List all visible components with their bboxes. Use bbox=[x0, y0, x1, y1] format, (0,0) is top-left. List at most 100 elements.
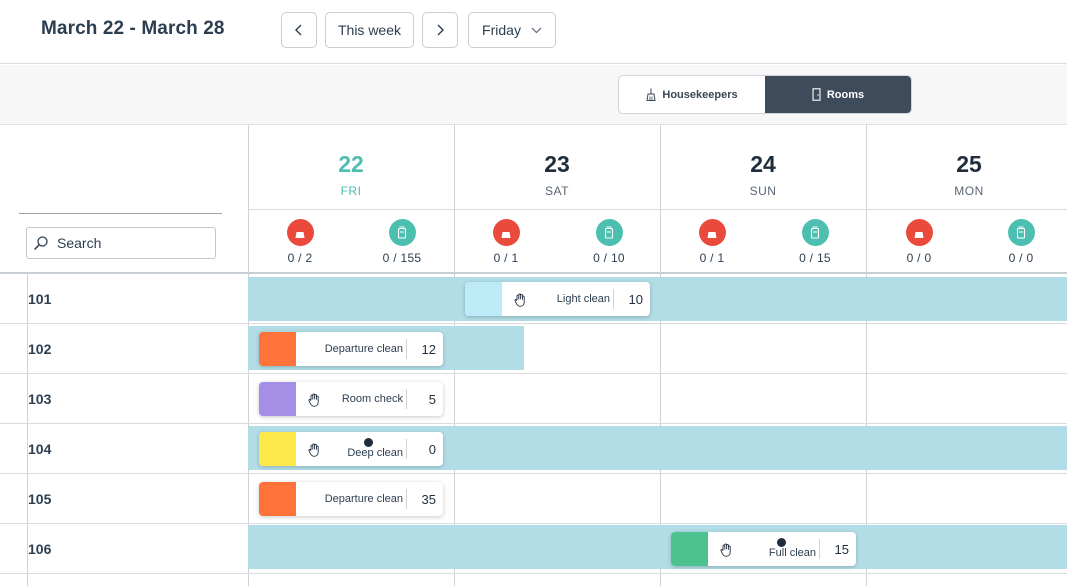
row-divider bbox=[0, 573, 1067, 574]
task-label: Departure clean bbox=[324, 493, 403, 505]
row-divider bbox=[0, 423, 1067, 424]
task-count: 10 bbox=[628, 292, 643, 307]
search-icon bbox=[33, 236, 48, 251]
row-header-divider bbox=[27, 273, 28, 586]
task-count: 35 bbox=[421, 492, 436, 507]
clean-rooms-count: 0 / 10 bbox=[593, 251, 625, 265]
rooms-toggle[interactable]: Rooms bbox=[765, 76, 911, 113]
task-label: Full clean bbox=[768, 547, 816, 559]
day-header-mon: 25 MON bbox=[866, 125, 1067, 209]
clean-rooms-count: 0 / 15 bbox=[799, 251, 831, 265]
previous-week-button[interactable] bbox=[281, 12, 317, 48]
task-label: Departure clean bbox=[324, 343, 403, 355]
row-divider bbox=[0, 473, 1067, 474]
chevron-left-icon bbox=[295, 24, 302, 36]
row-divider bbox=[0, 373, 1067, 374]
broom-icon bbox=[698, 219, 726, 246]
hand-icon bbox=[720, 543, 731, 557]
row-divider bbox=[0, 323, 1067, 324]
column-divider bbox=[660, 125, 661, 586]
door-icon bbox=[812, 88, 821, 101]
broom-icon bbox=[646, 88, 656, 101]
housekeepers-toggle-label: Housekeepers bbox=[662, 88, 738, 101]
clean-rooms-stat: 0 / 0 bbox=[976, 219, 1066, 265]
search-placeholder: Search bbox=[57, 235, 102, 251]
this-week-button[interactable]: This week bbox=[325, 12, 414, 48]
task-divider bbox=[406, 339, 407, 359]
day-name: FRI bbox=[340, 184, 362, 198]
housekeepers-toggle[interactable]: Housekeepers bbox=[619, 76, 765, 113]
task-color bbox=[671, 532, 708, 566]
clean-rooms-count: 0 / 0 bbox=[1008, 251, 1034, 265]
room-label-103: 103 bbox=[28, 391, 52, 407]
chevron-down-icon bbox=[531, 27, 542, 33]
task-count: 5 bbox=[428, 392, 436, 407]
dirty-rooms-count: 0 / 0 bbox=[906, 251, 932, 265]
task-color bbox=[465, 282, 502, 316]
hand-icon bbox=[308, 443, 319, 457]
header-bottom-divider bbox=[0, 272, 1067, 274]
bin-icon bbox=[595, 219, 623, 246]
day-number: 22 bbox=[338, 151, 364, 177]
day-header-divider bbox=[248, 209, 1067, 210]
status-dot bbox=[777, 538, 786, 547]
task-card[interactable]: Deep clean 0 bbox=[259, 432, 443, 466]
next-week-button[interactable] bbox=[422, 12, 458, 48]
day-select[interactable]: Friday bbox=[468, 12, 556, 48]
room-label-102: 102 bbox=[28, 341, 52, 357]
task-card[interactable]: Departure clean 35 bbox=[259, 482, 443, 516]
top-bar: March 22 - March 28 This week Friday bbox=[0, 0, 1067, 64]
rooms-toggle-label: Rooms bbox=[826, 88, 865, 101]
schedule-grid: Search 22 FRI 23 SAT 24 SUN 25 MON 0 / 2… bbox=[0, 125, 1067, 586]
hand-icon bbox=[308, 393, 319, 407]
occupancy-bar[interactable] bbox=[248, 277, 1067, 321]
task-color bbox=[259, 482, 296, 516]
clean-rooms-count: 0 / 155 bbox=[382, 251, 422, 265]
task-card[interactable]: Room check 5 bbox=[259, 382, 443, 416]
clean-rooms-stat: 0 / 10 bbox=[564, 219, 654, 265]
task-divider bbox=[406, 439, 407, 459]
date-range-title: March 22 - March 28 bbox=[41, 18, 225, 39]
chevron-right-icon bbox=[437, 24, 444, 36]
day-number: 24 bbox=[750, 151, 776, 177]
task-count: 0 bbox=[428, 442, 436, 457]
search-divider bbox=[19, 213, 222, 214]
day-number: 23 bbox=[544, 151, 570, 177]
day-name: MON bbox=[954, 184, 984, 198]
broom-icon bbox=[492, 219, 520, 246]
task-divider bbox=[819, 539, 820, 559]
day-number: 25 bbox=[956, 151, 982, 177]
day-select-value: Friday bbox=[482, 22, 521, 38]
task-card[interactable]: Full clean 15 bbox=[671, 532, 856, 566]
dirty-rooms-stat: 0 / 1 bbox=[461, 219, 551, 265]
task-color bbox=[259, 432, 296, 466]
bin-icon bbox=[1007, 219, 1035, 246]
bin-icon bbox=[388, 219, 416, 246]
task-label: Room check bbox=[341, 393, 403, 405]
dirty-rooms-stat: 0 / 2 bbox=[255, 219, 345, 265]
task-divider bbox=[613, 289, 614, 309]
day-name: SAT bbox=[545, 184, 569, 198]
day-header-sat: 23 SAT bbox=[454, 125, 660, 209]
broom-icon bbox=[905, 219, 933, 246]
room-label-104: 104 bbox=[28, 441, 52, 457]
dirty-rooms-stat: 0 / 1 bbox=[667, 219, 757, 265]
dirty-rooms-count: 0 / 1 bbox=[493, 251, 519, 265]
task-count: 15 bbox=[834, 542, 849, 557]
search-input[interactable]: Search bbox=[26, 227, 216, 259]
task-count: 12 bbox=[421, 342, 436, 357]
task-card[interactable]: Light clean 10 bbox=[465, 282, 650, 316]
room-label-105: 105 bbox=[28, 491, 52, 507]
dirty-rooms-count: 0 / 1 bbox=[699, 251, 725, 265]
task-divider bbox=[406, 389, 407, 409]
task-divider bbox=[406, 489, 407, 509]
dirty-rooms-stat: 0 / 0 bbox=[874, 219, 964, 265]
row-divider bbox=[0, 523, 1067, 524]
occupancy-bar[interactable] bbox=[248, 525, 1067, 569]
column-divider bbox=[866, 125, 867, 586]
task-card[interactable]: Departure clean 12 bbox=[259, 332, 443, 366]
view-toggle: Housekeepers Rooms bbox=[618, 75, 912, 114]
clean-rooms-stat: 0 / 155 bbox=[357, 219, 447, 265]
view-toggle-bar: Housekeepers Rooms bbox=[0, 65, 1067, 125]
broom-icon bbox=[286, 219, 314, 246]
